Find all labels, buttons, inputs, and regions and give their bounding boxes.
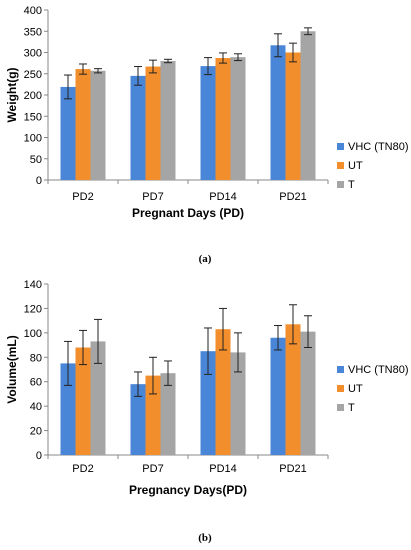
bar-ut-pd2 (75, 347, 91, 455)
bar-vhc-tn80--pd2 (60, 86, 76, 180)
legend-swatch (337, 366, 344, 373)
legend-swatch (337, 181, 344, 188)
bar-ut-pd21 (285, 52, 301, 180)
bar-t-pd21 (300, 331, 316, 455)
y-tick-label: 20 (30, 426, 42, 438)
x-tick-label: PD14 (209, 191, 237, 203)
bar-t-pd2 (90, 341, 106, 455)
y-tick-label: 150 (24, 111, 42, 123)
x-axis-title: Pregnancy Days(PD) (129, 483, 247, 497)
x-tick-label: PD7 (142, 191, 163, 203)
bar-ut-pd7 (145, 375, 161, 455)
x-tick-label: PD14 (209, 463, 237, 475)
y-tick-label: 50 (30, 154, 42, 166)
bar-t-pd21 (300, 31, 316, 180)
bar-vhc-tn80--pd14 (200, 66, 216, 180)
legend-swatch (337, 404, 344, 411)
x-tick-label: PD2 (72, 191, 93, 203)
bar-t-pd14 (230, 57, 246, 180)
bar-vhc-tn80--pd2 (60, 363, 76, 455)
y-tick-label: 350 (24, 26, 42, 38)
x-tick-label: PD2 (72, 463, 93, 475)
bar-t-pd7 (160, 373, 176, 455)
y-tick-label: 0 (36, 450, 42, 462)
bar-t-pd2 (90, 70, 106, 180)
legend-label: VHC (TN80) (348, 364, 409, 376)
y-tick-label: 40 (30, 401, 42, 413)
y-tick-label: 120 (24, 303, 42, 315)
bar-vhc-tn80--pd14 (200, 351, 216, 455)
y-tick-label: 80 (30, 352, 42, 364)
y-axis-title: Weight(g) (5, 67, 19, 122)
legend-label: VHC (TN80) (348, 141, 409, 153)
y-axis-title: Volume(mL) (5, 335, 19, 403)
bar-vhc-tn80--pd21 (270, 45, 286, 181)
y-tick-label: 140 (24, 279, 42, 291)
legend-swatch (337, 385, 344, 392)
bar-vhc-tn80--pd21 (270, 337, 286, 455)
bar-ut-pd14 (215, 58, 231, 180)
y-tick-label: 100 (24, 328, 42, 340)
y-tick-label: 0 (36, 175, 42, 187)
bar-ut-pd2 (75, 69, 91, 180)
legend-label: UT (348, 160, 363, 172)
chart-panel-2: 0 20 40 60 80 100 120 140 PD2 PD7 PD14 PD21 Pregnanc… (5, 279, 409, 544)
bar-t-pd14 (230, 352, 246, 455)
x-tick-label: PD21 (279, 463, 307, 475)
y-tick-label: 250 (24, 69, 42, 81)
x-tick-label: PD21 (279, 191, 307, 203)
panel-label: (b) (198, 532, 212, 544)
legend-swatch (337, 143, 344, 150)
y-tick-label: 400 (24, 5, 42, 17)
legend-label: T (348, 179, 355, 191)
bar-ut-pd7 (145, 66, 161, 180)
y-tick-label: 60 (30, 377, 42, 389)
x-tick-label: PD7 (142, 463, 163, 475)
x-axis-title: Pregnant Days (PD) (132, 206, 244, 220)
bar-t-pd7 (160, 61, 176, 180)
bar-vhc-tn80--pd7 (130, 384, 146, 455)
bar-ut-pd14 (215, 329, 231, 455)
y-tick-label: 100 (24, 133, 42, 145)
panel-label: (a) (199, 253, 212, 265)
bar-ut-pd21 (285, 324, 301, 455)
bar-vhc-tn80--pd7 (130, 75, 146, 180)
y-tick-label: 300 (24, 48, 42, 60)
chart-panel-1: 0 50 100 150 200 250 300 350 400 PD2 PD7 PD14 PD21 Pr… (5, 5, 409, 265)
y-tick-label: 200 (24, 90, 42, 102)
legend-label: T (348, 402, 355, 414)
legend-swatch (337, 162, 344, 169)
legend-label: UT (348, 383, 363, 395)
